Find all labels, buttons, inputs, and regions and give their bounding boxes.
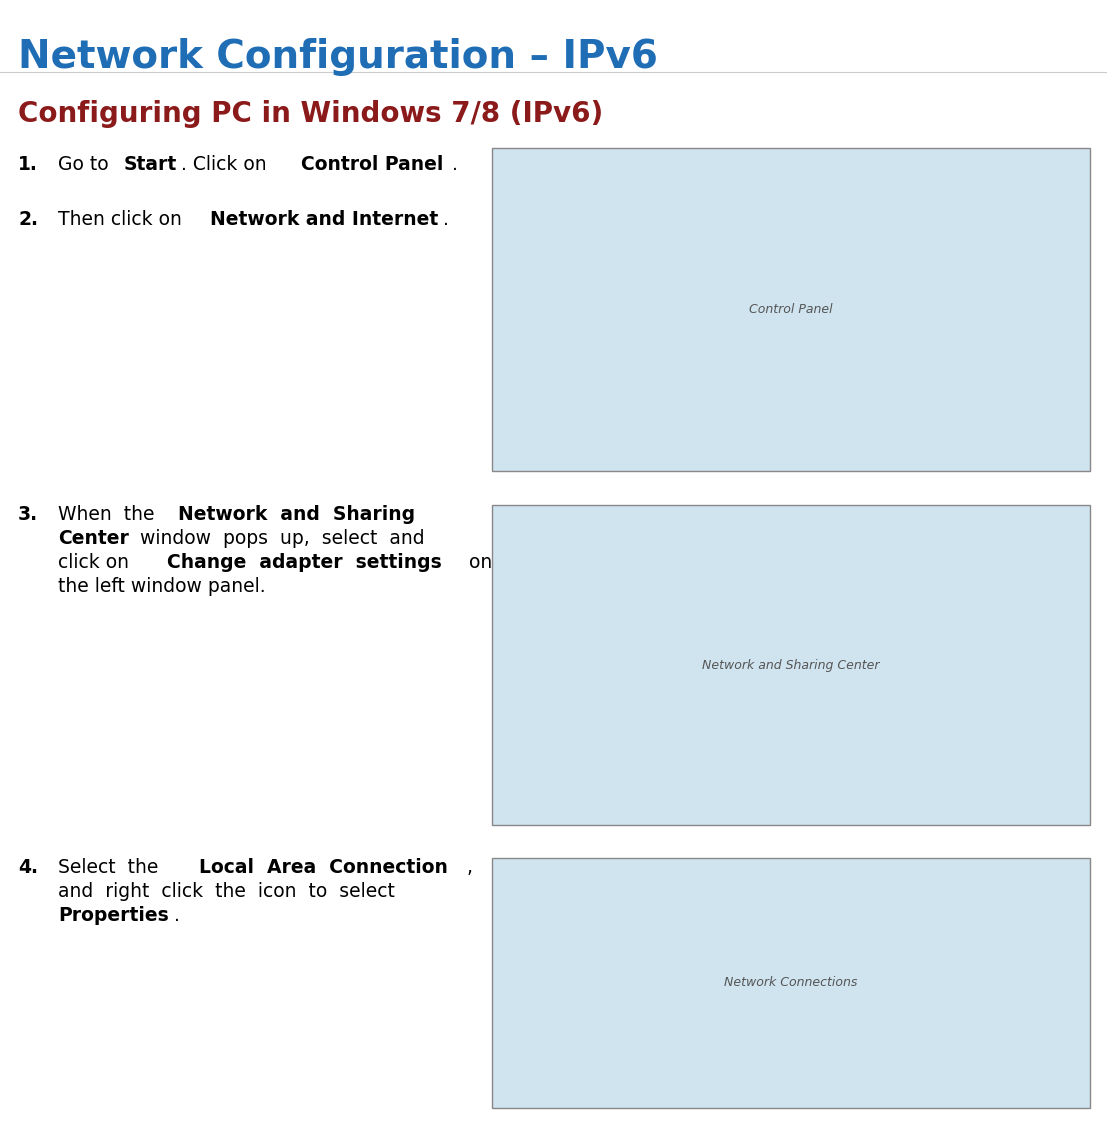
Text: ,: , <box>467 858 473 877</box>
Text: Network Configuration – IPv6: Network Configuration – IPv6 <box>18 38 658 76</box>
Text: Network  and  Sharing: Network and Sharing <box>177 504 415 524</box>
Text: and  right  click  the  icon  to  select: and right click the icon to select <box>58 882 395 901</box>
Text: 2.: 2. <box>18 210 38 229</box>
FancyBboxPatch shape <box>492 148 1090 471</box>
Text: window  pops  up,  select  and: window pops up, select and <box>127 529 424 548</box>
Text: Center: Center <box>58 529 128 548</box>
Text: Network and Sharing Center: Network and Sharing Center <box>702 658 880 671</box>
Text: . Click on: . Click on <box>182 155 273 174</box>
FancyBboxPatch shape <box>492 858 1090 1108</box>
Text: .: . <box>452 155 458 174</box>
Text: Network Connections: Network Connections <box>724 976 858 990</box>
Text: Then click on: Then click on <box>58 210 188 229</box>
Text: Network and Internet: Network and Internet <box>210 210 438 229</box>
Text: click on: click on <box>58 553 141 572</box>
Text: .: . <box>174 906 180 925</box>
Text: When  the: When the <box>58 504 166 524</box>
Text: Configuring PC in Windows 7/8 (IPv6): Configuring PC in Windows 7/8 (IPv6) <box>18 100 603 128</box>
Text: the left window panel.: the left window panel. <box>58 577 266 596</box>
Text: on: on <box>457 553 493 572</box>
Text: 1.: 1. <box>18 155 38 174</box>
Text: 4.: 4. <box>18 858 38 877</box>
Text: .: . <box>443 210 448 229</box>
Text: Local  Area  Connection: Local Area Connection <box>199 858 448 877</box>
FancyBboxPatch shape <box>492 504 1090 825</box>
Text: Change  adapter  settings: Change adapter settings <box>167 553 442 572</box>
Text: Start: Start <box>123 155 176 174</box>
Text: Control Panel: Control Panel <box>301 155 444 174</box>
Text: Control Panel: Control Panel <box>749 303 832 316</box>
Text: Go to: Go to <box>58 155 115 174</box>
Text: 3.: 3. <box>18 504 38 524</box>
Text: Properties: Properties <box>58 906 168 925</box>
Text: Select  the: Select the <box>58 858 170 877</box>
